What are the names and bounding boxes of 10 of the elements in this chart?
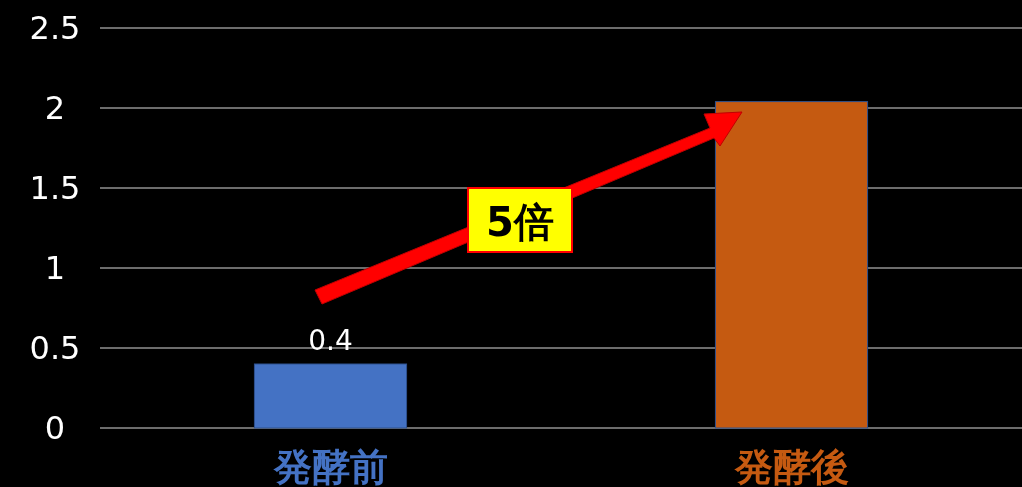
- y-tick-label: 2.5: [29, 9, 81, 47]
- annotation: 5倍: [486, 199, 554, 245]
- x-tick-label: 発酵後: [733, 445, 849, 487]
- y-tick-label: 0: [44, 409, 66, 447]
- y-tick-label: 0.5: [29, 329, 81, 367]
- data-label: 0.4: [308, 324, 353, 357]
- y-tick-label: 1.5: [29, 169, 81, 207]
- x-tick-label: 発酵前: [272, 445, 388, 487]
- y-tick-label: 2: [44, 89, 66, 127]
- y-tick-label: 1: [44, 249, 66, 287]
